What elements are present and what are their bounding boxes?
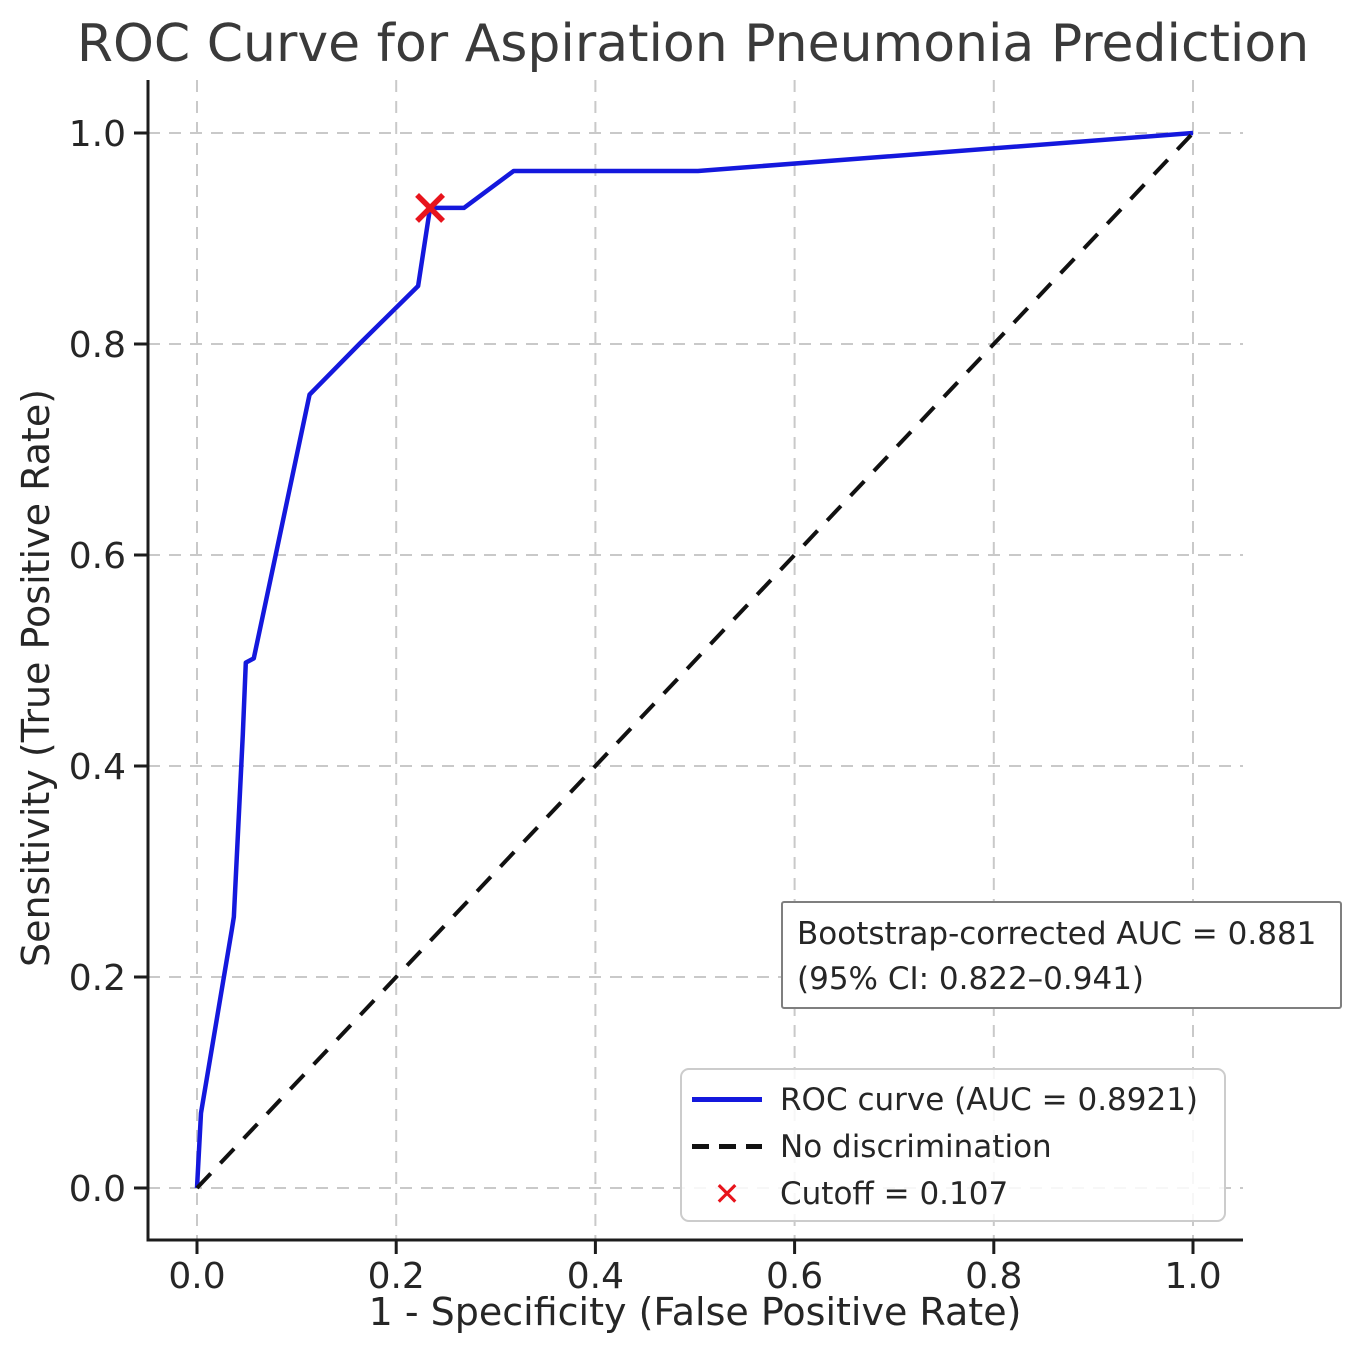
y-tick-label: 0.2 <box>69 958 126 999</box>
y-tick-label: 0.0 <box>69 1169 126 1210</box>
legend-item-cutoff: ✕ Cutoff = 0.107 <box>682 1170 1224 1217</box>
x-tick-label: 0.8 <box>965 1256 1022 1297</box>
legend-item-roc-curve: ROC curve (AUC = 0.8921) <box>682 1076 1224 1123</box>
legend-label-no-discrimination: No discrimination <box>780 1128 1052 1165</box>
x-marker-icon: ✕ <box>713 1174 741 1213</box>
legend-label-cutoff: Cutoff = 0.107 <box>780 1175 1009 1212</box>
x-tick-label: 0.0 <box>168 1256 225 1297</box>
dashed-line-icon <box>692 1144 762 1149</box>
legend: ROC curve (AUC = 0.8921) No discriminati… <box>680 1068 1226 1222</box>
x-tick-label: 0.4 <box>567 1256 624 1297</box>
diagonal-line-sample-swatch <box>682 1144 780 1149</box>
annotation-line-1: Bootstrap-corrected AUC = 0.881 <box>797 916 1317 952</box>
y-tick-label: 0.6 <box>69 536 126 577</box>
x-axis-label: 1 - Specificity (False Positive Rate) <box>368 1290 1022 1334</box>
x-tick-label: 0.2 <box>368 1256 425 1297</box>
y-tick-label: 0.4 <box>69 747 126 788</box>
x-tick-label: 1.0 <box>1164 1256 1221 1297</box>
roc-line-sample-swatch <box>682 1097 780 1102</box>
cutoff-marker <box>415 192 446 223</box>
annotation-line-2: (95% CI: 0.822–0.941) <box>797 961 1145 997</box>
legend-label-roc-curve: ROC curve (AUC = 0.8921) <box>780 1081 1199 1118</box>
legend-item-no-discrimination: No discrimination <box>682 1123 1224 1170</box>
y-axis-label: Sensitivity (True Positive Rate) <box>14 388 58 968</box>
x-tick-label: 0.6 <box>766 1256 823 1297</box>
y-tick-label: 1.0 <box>69 114 126 155</box>
auc-annotation-box: Bootstrap-corrected AUC = 0.881 (95% CI:… <box>781 901 1342 1009</box>
no-discrimination-line <box>195 131 1195 1190</box>
cutoff-marker-swatch: ✕ <box>682 1178 780 1210</box>
solid-line-icon <box>692 1097 762 1102</box>
roc-curve-line <box>194 130 1194 1189</box>
y-tick-label: 0.8 <box>69 325 126 366</box>
chart-title: ROC Curve for Aspiration Pneumonia Predi… <box>76 14 1310 74</box>
